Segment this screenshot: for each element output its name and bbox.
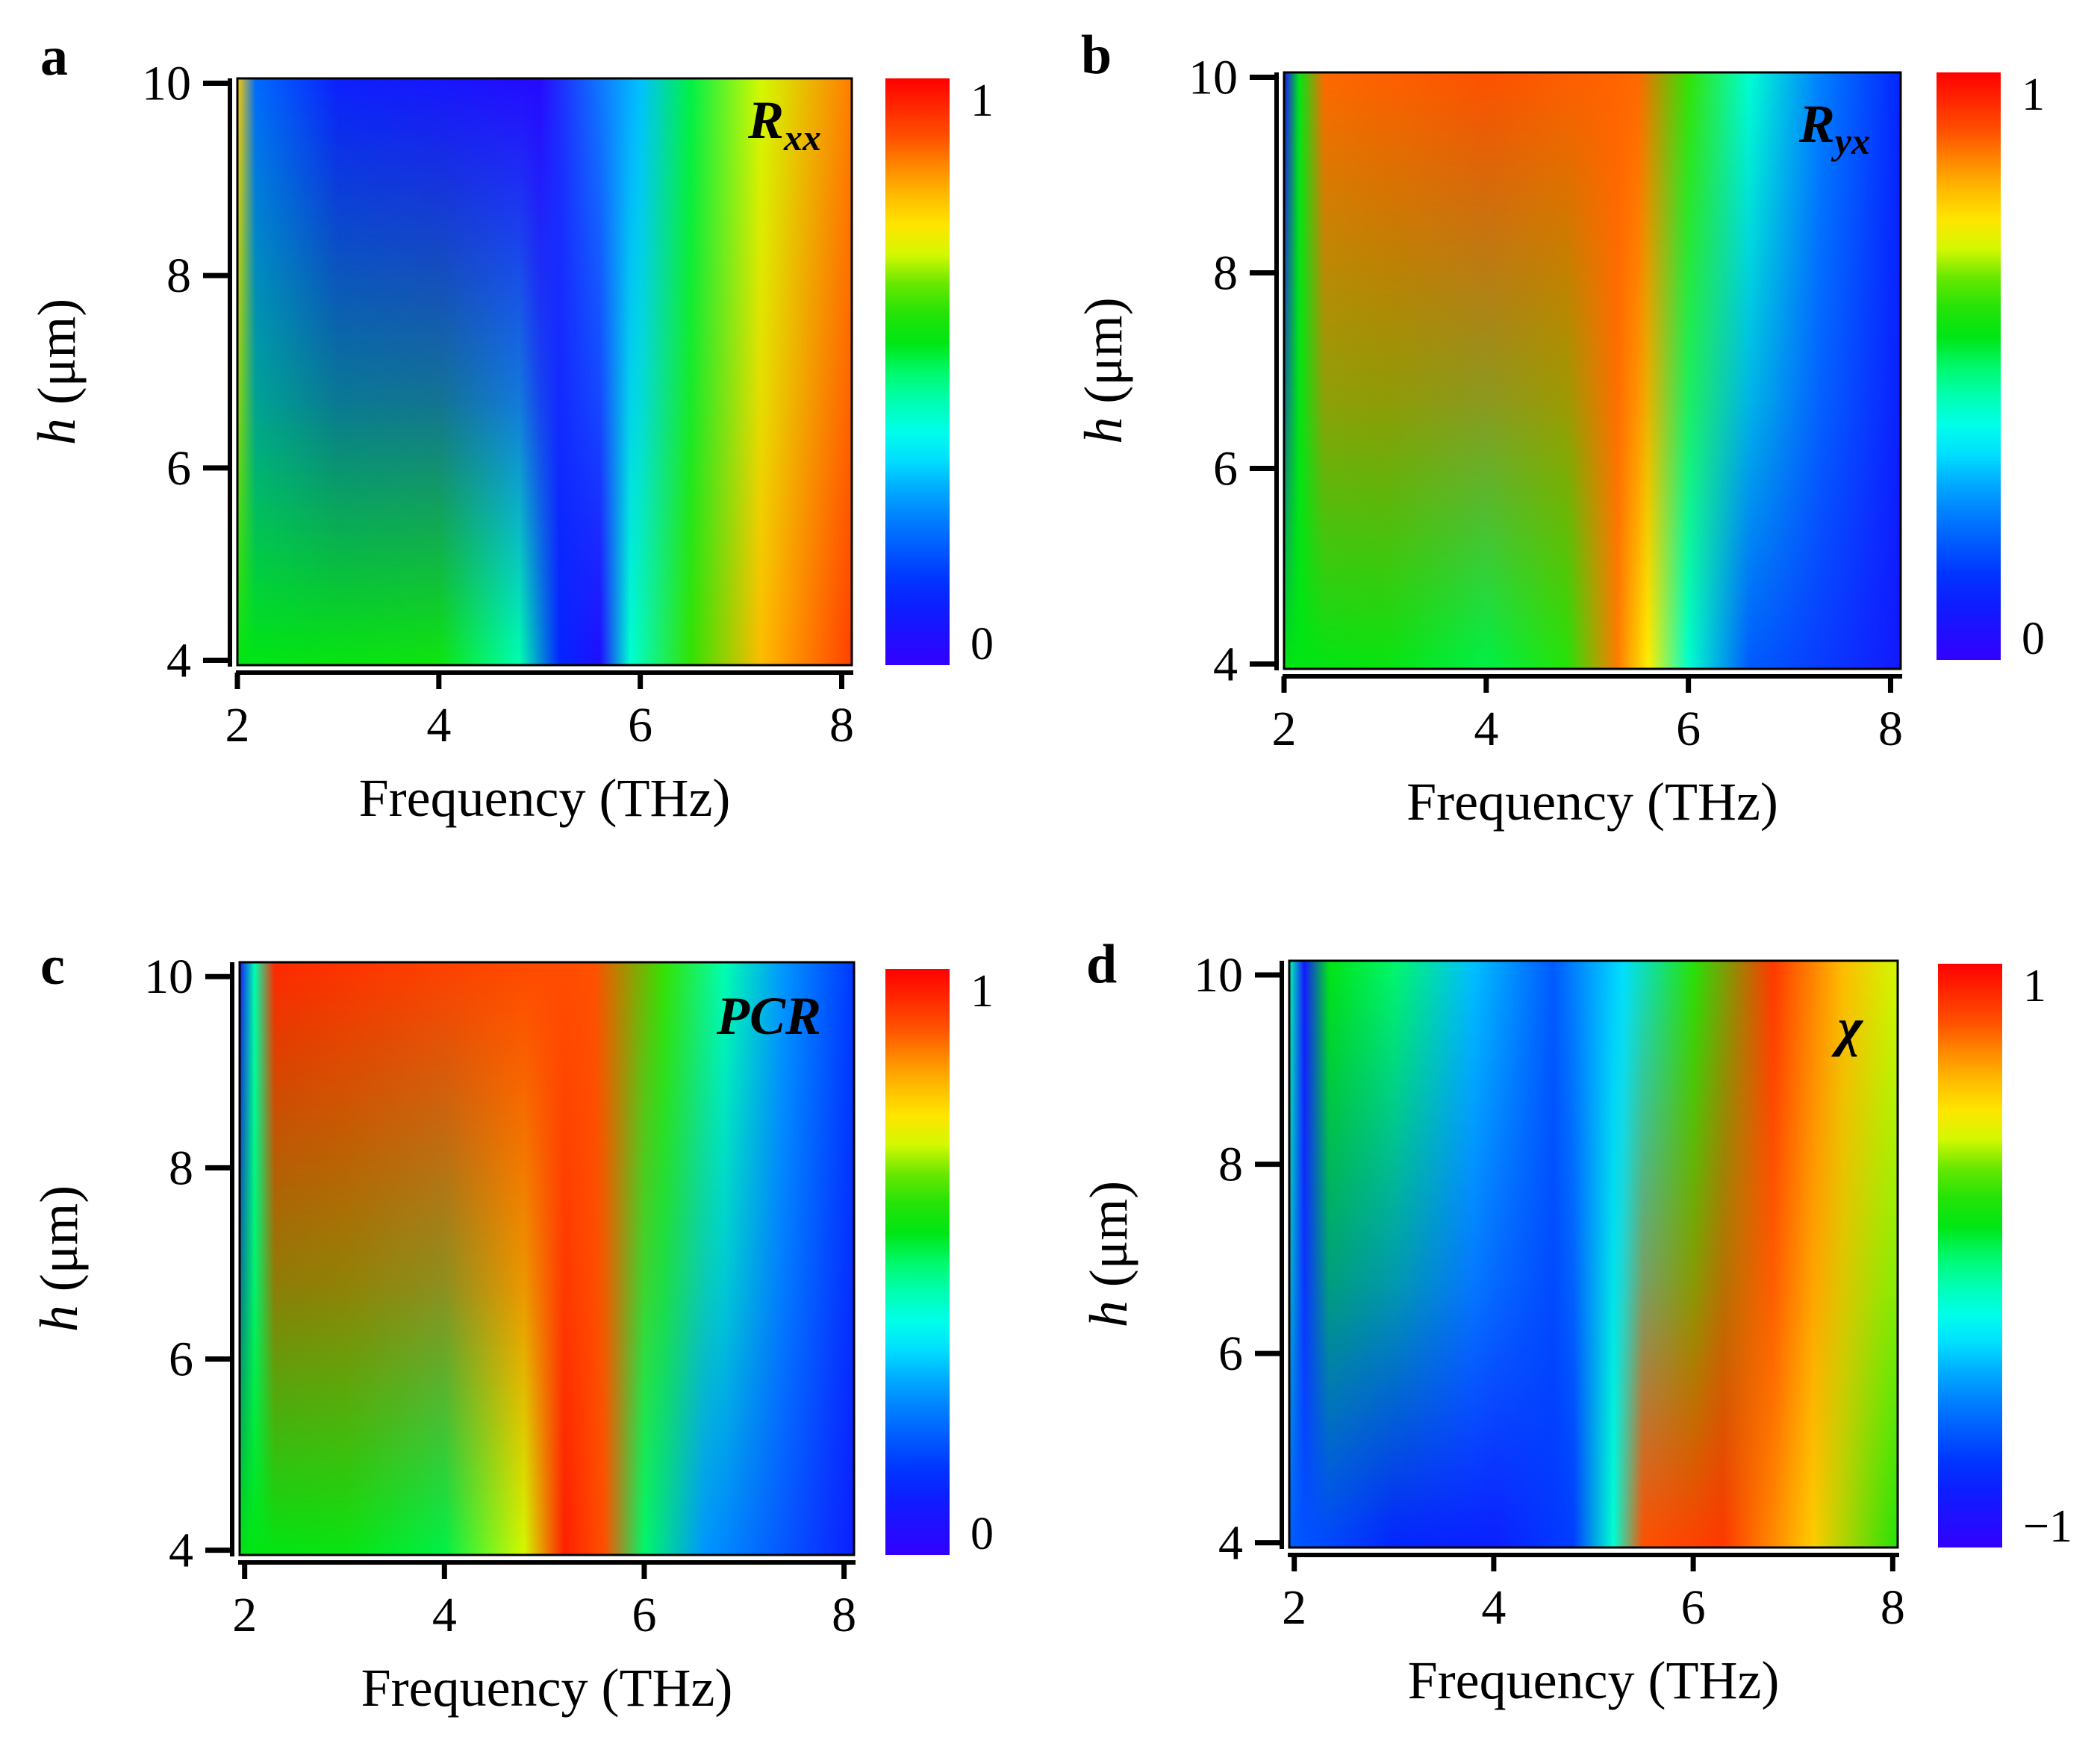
- x-tick-label: 4: [1481, 1580, 1506, 1635]
- y-tick-label: 6: [1218, 1327, 1243, 1381]
- x-tick-label: 2: [1282, 1580, 1306, 1635]
- quantity-label: Rxx: [747, 90, 821, 158]
- y-tick-label: 8: [169, 1141, 193, 1195]
- colorbar-min-label: −1: [2023, 1501, 2072, 1552]
- y-tick-label: 8: [166, 249, 191, 303]
- y-tick-label: 8: [1213, 246, 1238, 301]
- x-tick-label: 2: [225, 698, 250, 752]
- x-tick-label: 2: [1272, 702, 1297, 756]
- quantity-label: PCR: [716, 986, 821, 1046]
- y-axis-label: h (μm): [1079, 1181, 1138, 1328]
- y-axis-label: h (μm): [29, 1185, 89, 1333]
- y-axis-label: h (μm): [27, 299, 87, 446]
- colorbar-max-label: 1: [2023, 961, 2046, 1012]
- y-tick-label: 4: [1218, 1516, 1243, 1571]
- y-tick-label: 4: [166, 634, 191, 688]
- heatmap-layer-top: [237, 78, 852, 665]
- y-tick-label: 10: [144, 950, 193, 1004]
- y-tick-label: 6: [169, 1332, 193, 1386]
- panel-letter: d: [1086, 934, 1117, 995]
- x-tick-label: 6: [1676, 702, 1701, 756]
- y-tick-label: 8: [1218, 1138, 1243, 1192]
- y-tick-label: 4: [1213, 637, 1238, 691]
- colorbar-min-label: 0: [2022, 614, 2045, 664]
- x-axis-label: Frequency (THz): [361, 1658, 733, 1718]
- colorbar-max-label: 1: [2022, 69, 2045, 120]
- y-tick-label: 10: [142, 56, 191, 110]
- x-tick-label: 2: [232, 1588, 257, 1642]
- x-tick-label: 4: [426, 698, 451, 752]
- x-tick-label: 8: [1878, 702, 1903, 756]
- y-tick-label: 6: [1213, 441, 1238, 496]
- x-tick-label: 4: [432, 1588, 457, 1642]
- colorbar: [885, 78, 950, 665]
- heatmap-layer-top: [240, 962, 854, 1555]
- quantity-label: Ryx: [1798, 94, 1870, 162]
- plot-frame: [236, 77, 853, 667]
- colorbar: [1938, 964, 2002, 1548]
- colorbar: [885, 969, 950, 1555]
- x-tick-label: 6: [628, 698, 652, 752]
- y-axis-label: h (μm): [1074, 297, 1133, 444]
- heatmap-layer-top: [1289, 961, 1898, 1548]
- x-axis-label: Frequency (THz): [1406, 772, 1778, 832]
- colorbar-min-label: 0: [970, 619, 994, 670]
- x-axis-label: Frequency (THz): [359, 768, 731, 828]
- colorbar-min-label: 0: [970, 1509, 994, 1559]
- x-tick-label: 8: [829, 698, 854, 752]
- plot-frame: [1288, 959, 1899, 1549]
- panel-letter: c: [40, 935, 65, 997]
- plot-frame: [1283, 71, 1902, 670]
- plot-frame: [238, 961, 856, 1556]
- colorbar-max-label: 1: [970, 75, 994, 126]
- y-tick-label: 6: [166, 441, 191, 496]
- colorbar: [1937, 72, 2001, 660]
- panel-letter: a: [40, 26, 68, 87]
- colorbar-max-label: 1: [970, 966, 994, 1017]
- x-tick-label: 4: [1474, 702, 1498, 756]
- panel-letter: b: [1081, 25, 1112, 86]
- x-tick-label: 6: [632, 1588, 656, 1642]
- x-tick-label: 8: [832, 1588, 856, 1642]
- y-tick-label: 10: [1188, 51, 1238, 105]
- x-tick-label: 8: [1881, 1580, 1905, 1635]
- x-axis-label: Frequency (THz): [1408, 1651, 1780, 1710]
- x-tick-label: 6: [1681, 1580, 1706, 1635]
- y-tick-label: 4: [169, 1524, 193, 1578]
- heatmap-layer-top: [1284, 72, 1901, 669]
- y-tick-label: 10: [1194, 948, 1243, 1003]
